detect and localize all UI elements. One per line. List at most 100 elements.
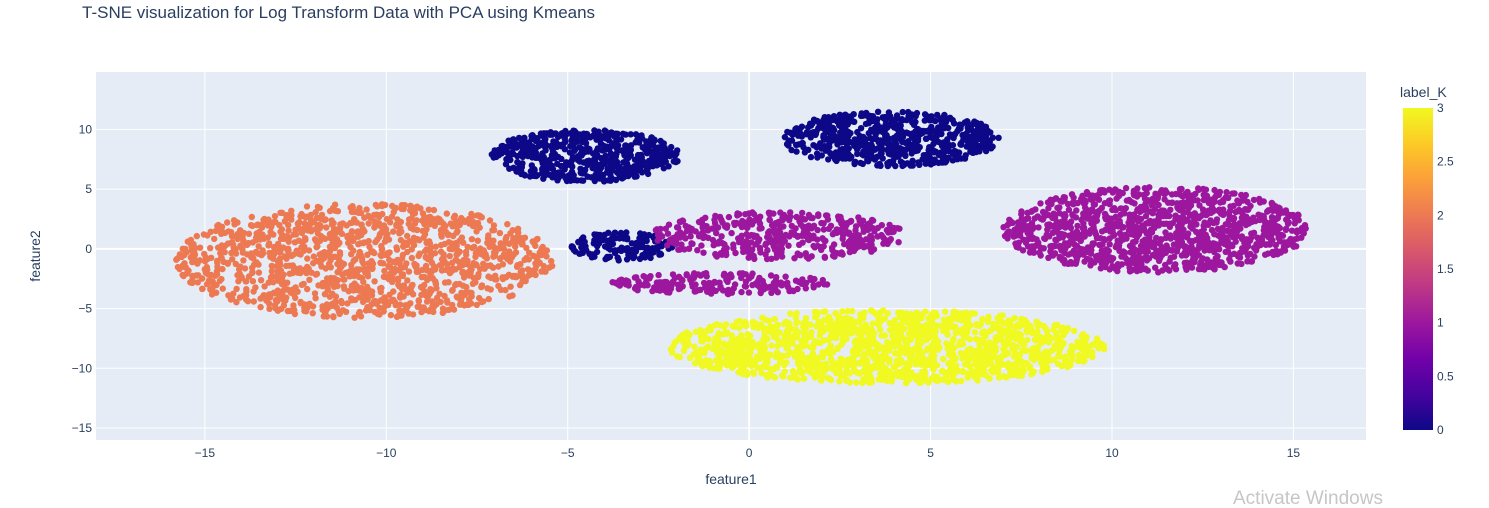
scatter-point [1214, 225, 1222, 233]
scatter-point [504, 144, 511, 151]
scatter-point [857, 134, 865, 141]
scatter-point [931, 128, 939, 136]
scatter-point [333, 236, 341, 243]
scatter-point [248, 250, 255, 257]
scatter-point [935, 159, 942, 166]
scatter-point [310, 253, 317, 260]
scatter-point [1236, 254, 1244, 261]
scatter-point [538, 157, 546, 164]
scatter-point [521, 134, 528, 141]
scatter-point [794, 233, 801, 240]
scatter-point [886, 135, 893, 142]
scatter-point [539, 268, 547, 275]
scatter-point [470, 274, 477, 281]
scatter-point [405, 268, 413, 275]
scatter-point [838, 249, 845, 256]
scatter-point [411, 220, 419, 227]
scatter-point [1129, 217, 1137, 225]
scatter-point [932, 117, 939, 125]
scatter-point [698, 242, 705, 249]
scatter-point [314, 203, 322, 211]
scatter-point [349, 203, 356, 210]
scatter-point [1084, 190, 1091, 198]
scatter-point [532, 266, 539, 273]
scatter-point [725, 213, 733, 221]
scatter-point [868, 236, 876, 244]
scatter-point [337, 221, 344, 228]
scatter-point [390, 258, 397, 265]
scatter-point [455, 258, 463, 266]
scatter-point [1252, 247, 1260, 254]
scatter-point [1113, 195, 1120, 202]
scatter-point [383, 231, 390, 238]
cluster-label-0 [568, 229, 676, 264]
scatter-point [204, 271, 212, 278]
scatter-point [820, 226, 827, 233]
scatter-point [869, 224, 876, 232]
scatter-point [218, 227, 225, 234]
scatter-point [271, 301, 279, 309]
scatter-point [380, 308, 387, 315]
scatter-point [356, 266, 364, 273]
scatter-point [512, 243, 519, 250]
scatter-point [752, 241, 760, 248]
scatter-point [390, 288, 397, 295]
scatter-point [240, 238, 247, 245]
scatter-point [338, 297, 345, 305]
scatter-point [323, 224, 330, 231]
scatter-point [930, 140, 937, 147]
scatter-point [809, 235, 817, 242]
scatter-point [1100, 236, 1108, 243]
scatter-point [1089, 242, 1096, 249]
scatter-point [766, 234, 773, 241]
scatter-point [1166, 212, 1173, 220]
scatter-point [843, 146, 850, 153]
scatter-point [623, 161, 630, 168]
scatter-point [591, 253, 598, 260]
scatter-point [643, 237, 650, 244]
scatter-point [1224, 247, 1232, 255]
scatter-point [1080, 224, 1088, 231]
scatter-point [662, 158, 669, 165]
scatter-point [191, 251, 199, 258]
scatter-point [1093, 192, 1100, 199]
scatter-point [537, 130, 545, 137]
scatter-point [468, 210, 475, 218]
scatter-point [325, 280, 332, 288]
scatter-point [509, 227, 516, 234]
scatter-point [1097, 253, 1104, 260]
scatter-point [968, 121, 976, 128]
scatter-point [490, 222, 498, 229]
scatter-point [1091, 201, 1099, 208]
scatter-point [971, 329, 979, 336]
scatter-point [813, 128, 820, 135]
scatter-point [842, 127, 850, 134]
scatter-point [976, 135, 983, 143]
scatter-point [216, 277, 224, 284]
scatter-point [711, 278, 718, 286]
scatter-point [1122, 184, 1130, 192]
scatter-point [407, 286, 414, 294]
scatter-point [1250, 214, 1257, 221]
scatter-point [868, 135, 875, 143]
scatter-point [957, 141, 965, 148]
scatter-point [180, 272, 187, 280]
scatter-point [313, 270, 321, 278]
scatter-point [1128, 231, 1135, 238]
scatter-point [378, 284, 385, 292]
scatter-point [441, 292, 448, 300]
scatter-point [982, 146, 989, 153]
scatter-point [575, 238, 582, 246]
scatter-point [1093, 213, 1101, 220]
scatter-point [571, 176, 578, 184]
scatter-point [319, 250, 326, 257]
scatter-point [607, 161, 614, 168]
scatter-point [355, 252, 363, 259]
scatter-point [894, 225, 901, 232]
scatter-point [767, 272, 775, 279]
scatter-point [661, 278, 668, 286]
scatter-point [931, 149, 938, 156]
scatter-point [876, 144, 883, 151]
scatter-point [1122, 205, 1130, 212]
scatter-point [830, 137, 837, 144]
